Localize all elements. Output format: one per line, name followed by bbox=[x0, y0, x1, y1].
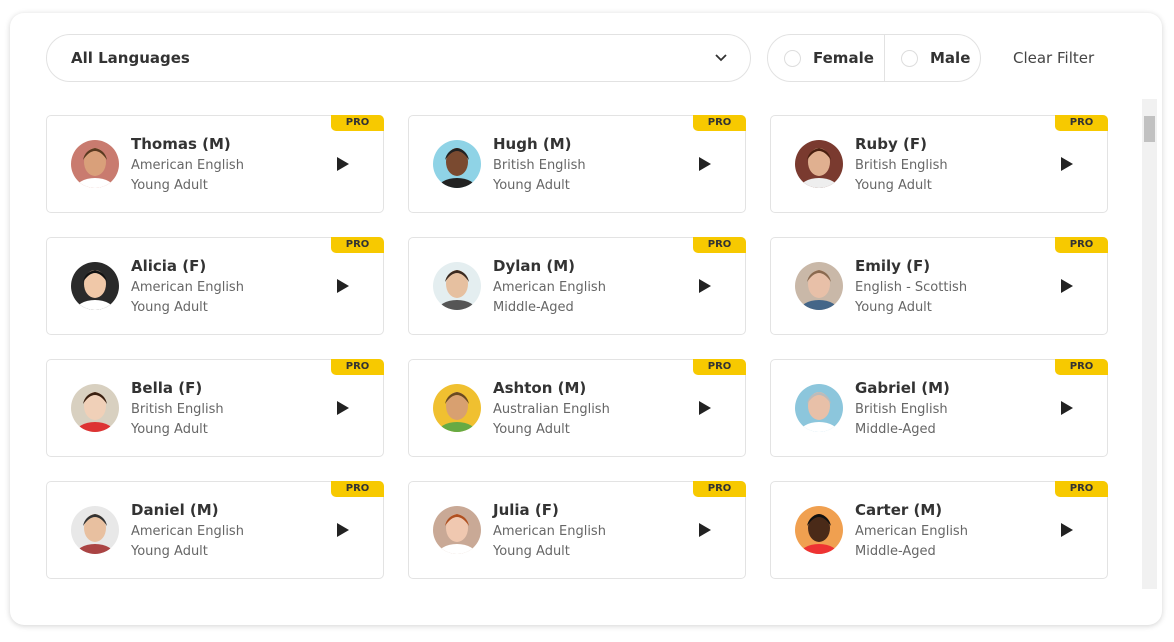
play-button[interactable] bbox=[336, 522, 350, 538]
language-dropdown[interactable]: All Languages bbox=[46, 34, 751, 82]
voice-language: American English bbox=[493, 524, 606, 539]
avatar bbox=[71, 140, 119, 188]
pro-badge: PRO bbox=[1055, 237, 1108, 253]
voice-card[interactable]: PRO Julia (F) American English Young Adu… bbox=[408, 481, 746, 579]
voice-language: British English bbox=[855, 402, 948, 417]
pro-badge: PRO bbox=[693, 237, 746, 253]
voice-card[interactable]: PRO Carter (M) American English Middle-A… bbox=[770, 481, 1108, 579]
voice-name: Thomas (M) bbox=[131, 135, 231, 153]
language-label: All Languages bbox=[71, 49, 190, 67]
voice-age: Young Adult bbox=[131, 178, 208, 193]
play-button[interactable] bbox=[336, 400, 350, 416]
voice-card[interactable]: PRO Daniel (M) American English Young Ad… bbox=[46, 481, 384, 579]
avatar bbox=[71, 384, 119, 432]
voice-age: Young Adult bbox=[855, 300, 932, 315]
play-button[interactable] bbox=[698, 400, 712, 416]
play-button[interactable] bbox=[1060, 400, 1074, 416]
voice-card[interactable]: PRO Thomas (M) American English Young Ad… bbox=[46, 115, 384, 213]
scrollbar[interactable] bbox=[1142, 99, 1157, 589]
voice-name: Bella (F) bbox=[131, 379, 203, 397]
voice-card[interactable]: PRO Emily (F) English - Scottish Young A… bbox=[770, 237, 1108, 335]
voice-card[interactable]: PRO Bella (F) British English Young Adul… bbox=[46, 359, 384, 457]
voice-age: Young Adult bbox=[493, 544, 570, 559]
voice-age: Young Adult bbox=[493, 422, 570, 437]
pro-badge: PRO bbox=[1055, 115, 1108, 131]
pro-badge: PRO bbox=[693, 115, 746, 131]
avatar bbox=[433, 140, 481, 188]
pro-badge: PRO bbox=[331, 359, 384, 375]
play-button[interactable] bbox=[1060, 278, 1074, 294]
voice-name: Gabriel (M) bbox=[855, 379, 950, 397]
pro-badge: PRO bbox=[331, 237, 384, 253]
play-button[interactable] bbox=[698, 522, 712, 538]
voice-name: Hugh (M) bbox=[493, 135, 572, 153]
voice-language: British English bbox=[131, 402, 224, 417]
gender-option[interactable]: Male bbox=[901, 35, 970, 81]
gender-option[interactable]: Female bbox=[784, 35, 874, 81]
voice-age: Young Adult bbox=[131, 544, 208, 559]
voice-name: Alicia (F) bbox=[131, 257, 207, 275]
voice-age: Young Adult bbox=[855, 178, 932, 193]
voice-name: Dylan (M) bbox=[493, 257, 576, 275]
voice-language: British English bbox=[855, 158, 948, 173]
pro-badge: PRO bbox=[1055, 359, 1108, 375]
voice-language: Australian English bbox=[493, 402, 610, 417]
voice-age: Middle-Aged bbox=[855, 544, 936, 559]
voice-name: Carter (M) bbox=[855, 501, 943, 519]
voice-language: American English bbox=[131, 158, 244, 173]
pro-badge: PRO bbox=[1055, 481, 1108, 497]
voice-name: Daniel (M) bbox=[131, 501, 219, 519]
voice-language: American English bbox=[131, 524, 244, 539]
voice-age: Middle-Aged bbox=[493, 300, 574, 315]
voice-name: Ruby (F) bbox=[855, 135, 927, 153]
play-button[interactable] bbox=[336, 278, 350, 294]
avatar bbox=[71, 262, 119, 310]
voice-card[interactable]: PRO Gabriel (M) British English Middle-A… bbox=[770, 359, 1108, 457]
voice-age: Young Adult bbox=[131, 300, 208, 315]
voice-name: Ashton (M) bbox=[493, 379, 587, 397]
gender-label: Male bbox=[930, 49, 971, 67]
voice-age: Middle-Aged bbox=[855, 422, 936, 437]
voice-card[interactable]: PRO Ruby (F) British English Young Adult bbox=[770, 115, 1108, 213]
avatar bbox=[795, 140, 843, 188]
avatar bbox=[795, 384, 843, 432]
voice-card[interactable]: PRO Dylan (M) American English Middle-Ag… bbox=[408, 237, 746, 335]
avatar bbox=[71, 506, 119, 554]
avatar bbox=[433, 384, 481, 432]
voice-language: American English bbox=[493, 280, 606, 295]
play-button[interactable] bbox=[336, 156, 350, 172]
pro-badge: PRO bbox=[693, 359, 746, 375]
pro-badge: PRO bbox=[331, 115, 384, 131]
clear-filter[interactable]: Clear Filter bbox=[1013, 49, 1095, 67]
voice-name: Emily (F) bbox=[855, 257, 931, 275]
pro-badge: PRO bbox=[693, 481, 746, 497]
play-button[interactable] bbox=[698, 156, 712, 172]
voice-language: American English bbox=[855, 524, 968, 539]
play-button[interactable] bbox=[1060, 156, 1074, 172]
chevron bbox=[715, 54, 727, 62]
gender-filter: Female Male bbox=[767, 34, 981, 82]
voice-language: English - Scottish bbox=[855, 280, 968, 295]
voice-card[interactable]: PRO Alicia (F) American English Young Ad… bbox=[46, 237, 384, 335]
voice-age: Young Adult bbox=[131, 422, 208, 437]
pro-badge: PRO bbox=[331, 481, 384, 497]
gender-label: Female bbox=[813, 49, 874, 67]
panel: All Languages Female Male Clear Filter P… bbox=[10, 13, 1162, 625]
voice-age: Young Adult bbox=[493, 178, 570, 193]
voice-language: British English bbox=[493, 158, 586, 173]
voice-card[interactable]: PRO Ashton (M) Australian English Young … bbox=[408, 359, 746, 457]
voice-card[interactable]: PRO Hugh (M) British English Young Adult bbox=[408, 115, 746, 213]
avatar bbox=[795, 506, 843, 554]
voice-language: American English bbox=[131, 280, 244, 295]
avatar bbox=[433, 506, 481, 554]
avatar bbox=[433, 262, 481, 310]
voice-name: Julia (F) bbox=[493, 501, 559, 519]
play-button[interactable] bbox=[698, 278, 712, 294]
play-button[interactable] bbox=[1060, 522, 1074, 538]
avatar bbox=[795, 262, 843, 310]
